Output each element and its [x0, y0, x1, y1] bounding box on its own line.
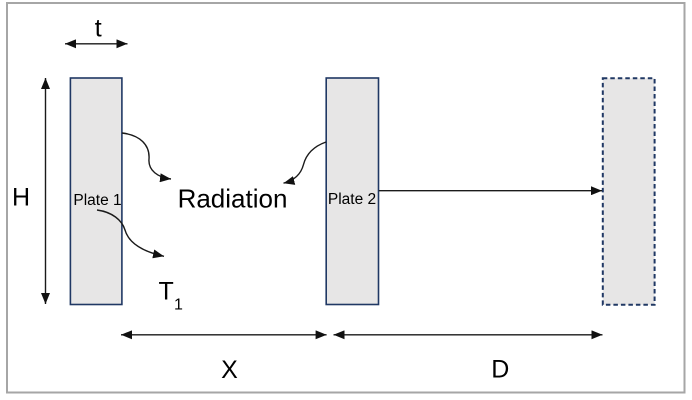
svg-text:X: X: [221, 356, 238, 384]
svg-text:D: D: [491, 356, 509, 384]
svg-text:T: T: [159, 277, 174, 305]
svg-text:Plate 2: Plate 2: [328, 191, 376, 208]
svg-text:t: t: [95, 15, 102, 43]
svg-text:Plate 1: Plate 1: [73, 192, 121, 209]
svg-text:1: 1: [174, 297, 183, 314]
svg-text:Radiation: Radiation: [178, 184, 288, 214]
svg-text:H: H: [12, 184, 30, 212]
